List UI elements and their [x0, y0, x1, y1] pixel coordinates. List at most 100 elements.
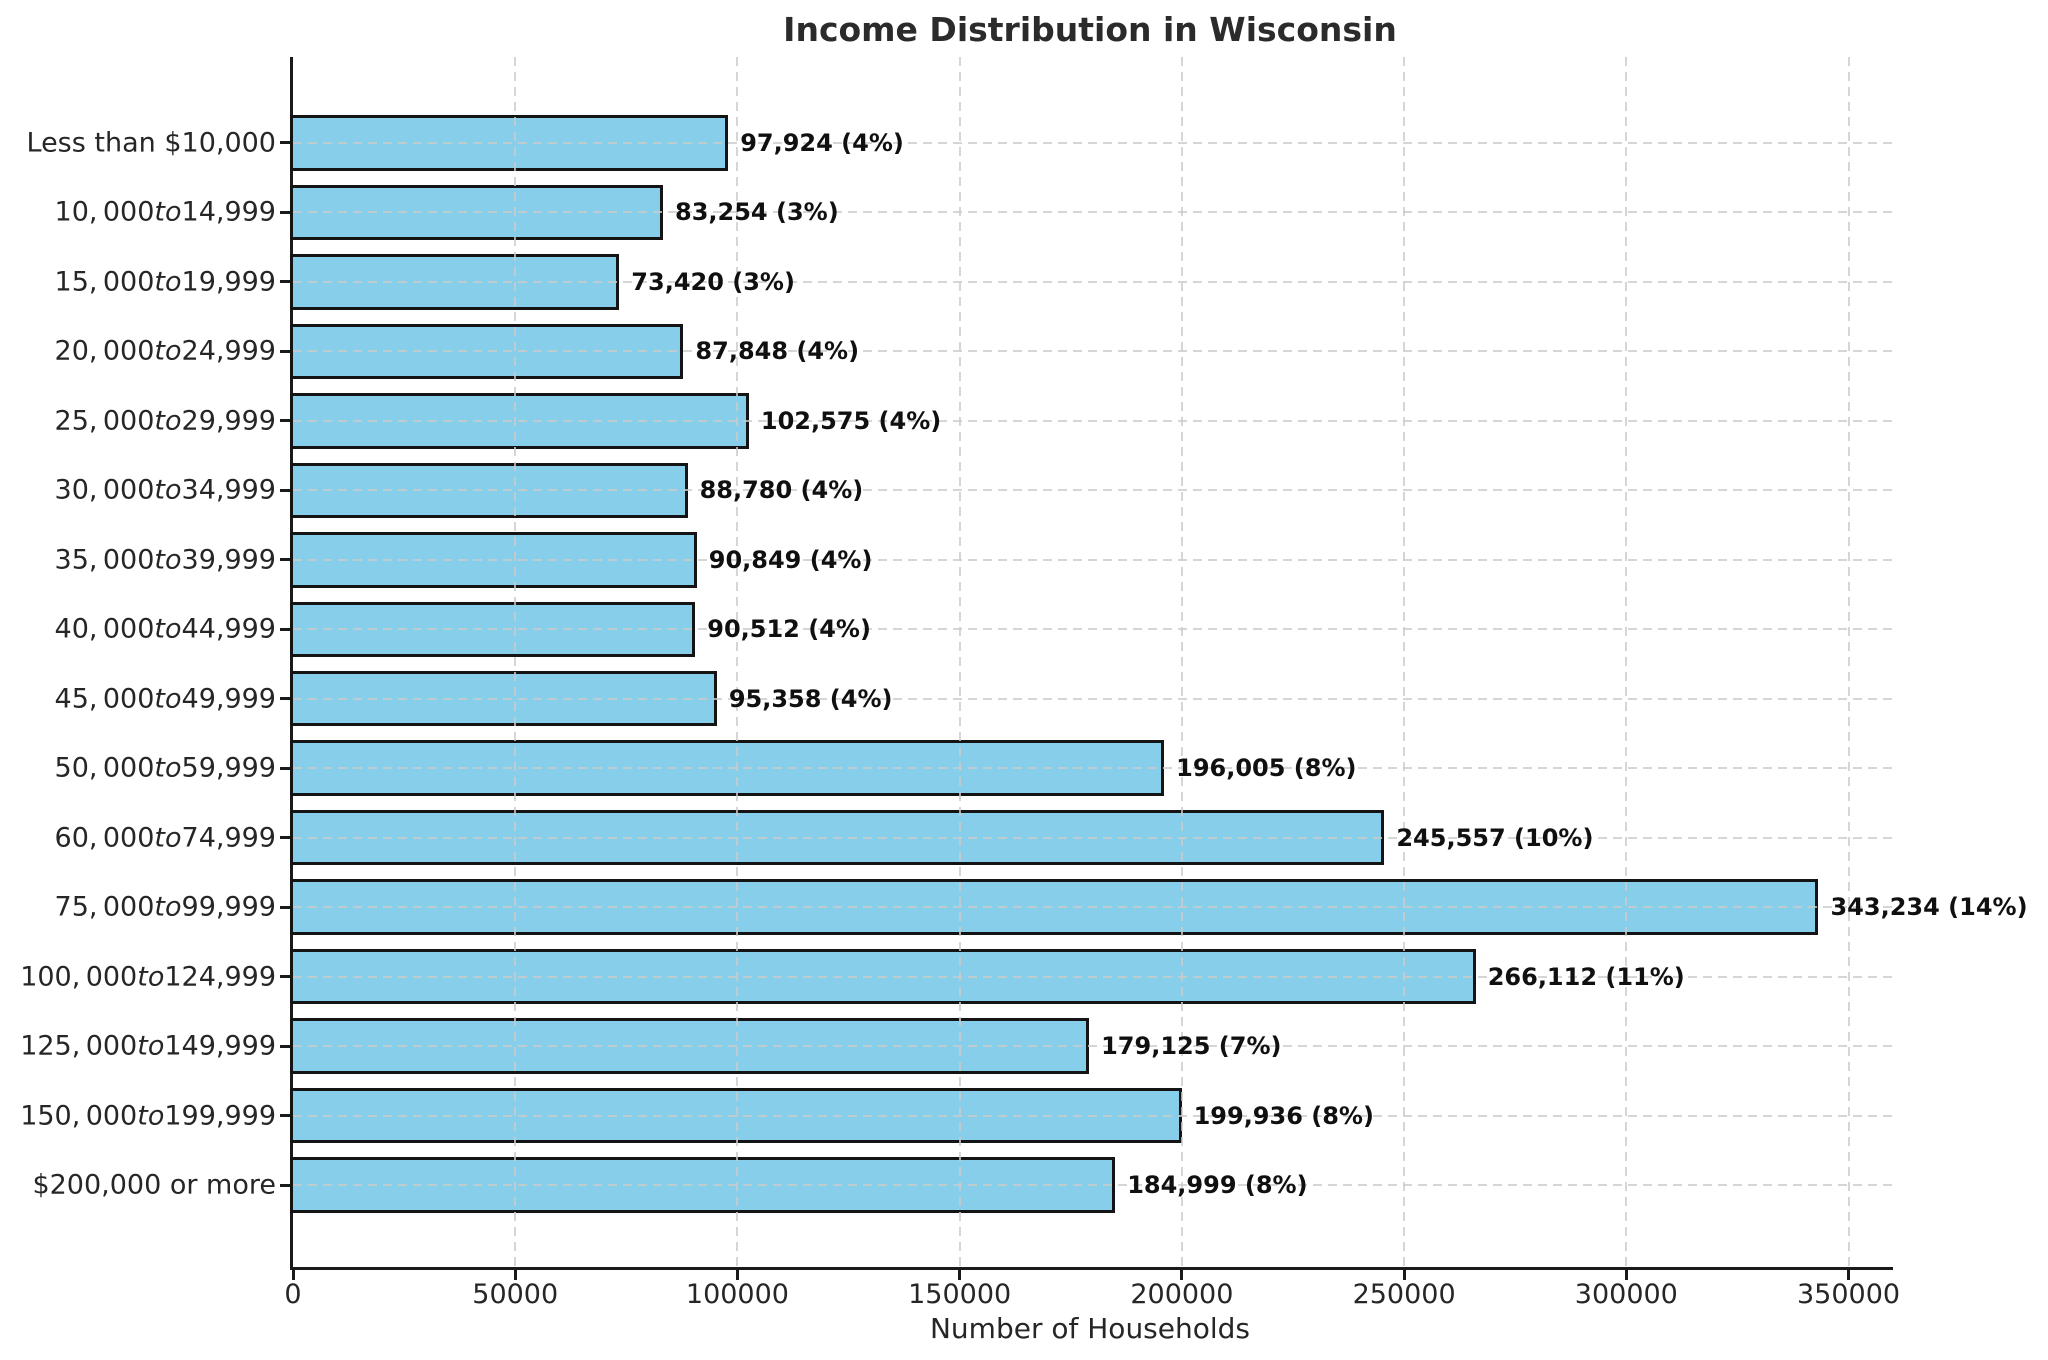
y-label-post: 49,999: [181, 683, 276, 715]
y-label-to: to: [154, 474, 182, 506]
x-gridline: [514, 57, 517, 1267]
y-tick-label: 125, 000to149,999: [20, 1031, 276, 1062]
y-gridline: [293, 975, 1893, 978]
y-label-to: to: [154, 613, 182, 645]
bar-annotation: 343,234 (14%): [1830, 893, 2028, 922]
bar-annotation: 245,557 (10%): [1396, 823, 1594, 852]
y-tick-label: 25, 000to29,999: [55, 405, 276, 436]
y-tick-mark: [280, 836, 290, 840]
y-tick-mark: [280, 210, 290, 214]
x-tick-mark: [291, 1270, 295, 1280]
x-tick-label: 350000: [1797, 1279, 1901, 1310]
y-tick-label: 50, 000to59,999: [55, 753, 276, 784]
y-tick-mark: [280, 558, 290, 562]
y-label-to: to: [154, 196, 182, 228]
y-label-to: to: [154, 335, 182, 367]
y-tick-label: 60, 000to74,999: [55, 822, 276, 853]
bar-annotation: 196,005 (8%): [1176, 754, 1357, 783]
y-tick-mark: [280, 766, 290, 770]
y-gridline: [293, 836, 1893, 839]
y-label-pre: 25, 000: [54, 405, 155, 437]
y-label-pre: 20, 000: [54, 335, 155, 367]
bar-annotation: 73,420 (3%): [631, 267, 795, 296]
y-label-to: to: [154, 822, 182, 854]
y-gridline: [293, 419, 1893, 422]
x-tick-mark: [1624, 1270, 1628, 1280]
bar-annotation: 179,125 (7%): [1101, 1032, 1282, 1061]
y-label-pre: $200,000 or more: [32, 1169, 276, 1201]
y-gridline: [293, 697, 1893, 700]
bar-annotation: 90,849 (4%): [708, 545, 873, 574]
y-label-post: 199,999: [164, 1100, 276, 1132]
y-tick-mark: [280, 1044, 290, 1048]
x-tick-label: 100000: [685, 1279, 789, 1310]
y-label-pre: 100, 000: [20, 961, 138, 993]
y-gridline: [293, 489, 1893, 492]
bar-annotation: 87,848 (4%): [695, 337, 860, 366]
y-gridline: [293, 558, 1893, 561]
y-tick-mark: [280, 697, 290, 701]
y-label-to: to: [154, 683, 182, 715]
x-tick-mark: [735, 1270, 739, 1280]
y-gridline: [293, 280, 1893, 283]
y-tick-label: 35, 000to39,999: [55, 544, 276, 575]
y-tick-label: Less than $10,000: [27, 127, 277, 158]
y-label-pre: 35, 000: [54, 544, 155, 576]
y-label-pre: 45, 000: [54, 683, 155, 715]
y-gridline: [293, 141, 1893, 144]
y-label-pre: 60, 000: [54, 822, 155, 854]
bar-annotation: 83,254 (3%): [675, 198, 839, 227]
x-tick-mark: [1180, 1270, 1184, 1280]
y-label-post: 124,999: [164, 961, 276, 993]
x-tick-label: 50000: [472, 1279, 559, 1310]
y-label-post: 34,999: [181, 474, 276, 506]
y-tick-label: 30, 000to34,999: [55, 475, 276, 506]
bar-annotation: 95,358 (4%): [728, 684, 893, 713]
y-tick-mark: [280, 1183, 290, 1187]
y-label-to: to: [137, 1100, 165, 1132]
y-label-to: to: [154, 891, 182, 923]
y-label-to: to: [154, 266, 182, 298]
y-label-to: to: [154, 405, 182, 437]
y-tick-label: 40, 000to44,999: [55, 614, 276, 645]
y-tick-label: 20, 000to24,999: [55, 336, 276, 367]
y-gridline: [293, 350, 1893, 353]
y-label-post: 149,999: [164, 1030, 276, 1062]
y-label-post: 29,999: [181, 405, 276, 437]
chart-title: Income Distribution in Wisconsin: [783, 10, 1397, 49]
y-gridline: [293, 1184, 1893, 1187]
y-label-post: 99,999: [181, 891, 276, 923]
y-tick-mark: [280, 419, 290, 423]
y-gridline: [293, 211, 1893, 214]
x-axis-label: Number of Households: [929, 1312, 1251, 1345]
x-tick-mark: [1847, 1270, 1851, 1280]
y-label-post: 39,999: [181, 544, 276, 576]
x-tick-label: 0: [284, 1279, 302, 1310]
y-tick-label: 45, 000to49,999: [55, 683, 276, 714]
y-label-to: to: [154, 752, 182, 784]
y-label-post: 59,999: [181, 752, 276, 784]
bar-annotation: 266,112 (11%): [1487, 962, 1685, 991]
y-tick-mark: [280, 1114, 290, 1118]
bar-annotation: 102,575 (4%): [760, 406, 942, 435]
x-gridline: [1847, 57, 1850, 1267]
y-gridline: [293, 767, 1893, 770]
y-label-pre: 10, 000: [54, 196, 155, 228]
y-tick-label: 150, 000to199,999: [20, 1100, 276, 1131]
x-tick-mark: [513, 1270, 517, 1280]
grid-layer: [293, 57, 1893, 1267]
y-label-pre: 75, 000: [54, 891, 155, 923]
y-tick-mark: [280, 349, 290, 353]
y-label-to: to: [154, 544, 182, 576]
y-tick-label: 100, 000to124,999: [20, 961, 276, 992]
y-tick-mark: [280, 280, 290, 284]
y-gridline: [293, 1045, 1893, 1048]
x-tick-label: 250000: [1352, 1279, 1456, 1310]
bar-annotation: 90,512 (4%): [707, 615, 871, 644]
y-label-pre: 40, 000: [54, 613, 155, 645]
y-tick-label: $200,000 or more: [32, 1170, 276, 1201]
axis-and-annotation-layer: 0 50000 100000 150000 200000 250000 300000 3500…: [20, 57, 2027, 1310]
y-tick-label: 15, 000to19,999: [55, 266, 276, 297]
y-label-to: to: [137, 961, 165, 993]
